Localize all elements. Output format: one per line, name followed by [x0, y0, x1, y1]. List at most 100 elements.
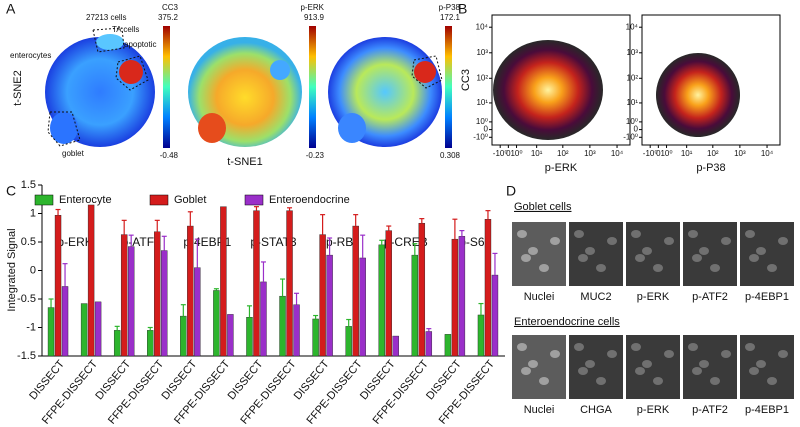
- micrograph-label: MUC2: [580, 291, 611, 303]
- cell-spot: [745, 230, 755, 238]
- cell-spot: [596, 264, 606, 272]
- cell-spot: [710, 377, 720, 385]
- bar: [293, 304, 300, 357]
- bar: [418, 222, 426, 357]
- bar: [246, 317, 253, 357]
- cell-spot: [574, 343, 584, 351]
- y-tick-label: 10¹: [476, 98, 488, 107]
- bar: [359, 257, 366, 357]
- group-label: p-STAT3: [250, 235, 297, 249]
- bar: [80, 303, 88, 357]
- row-title: Enteroendocrine cells: [514, 316, 620, 328]
- cluster-outline: [411, 55, 443, 89]
- x-tick-label: 10¹: [531, 149, 543, 158]
- legend-label: Enteroendocrine: [269, 194, 350, 206]
- x-tick-label: -10⁰: [493, 149, 508, 158]
- cell-spot: [745, 343, 755, 351]
- axis-label: t-SNE1: [227, 156, 262, 168]
- y-tick-label: 10¹: [626, 98, 638, 107]
- density-cloud: [493, 40, 603, 140]
- panel-label: C: [6, 183, 16, 199]
- tsne-cluster: [414, 61, 436, 83]
- bar: [458, 236, 466, 357]
- colorbar-min: -0.23: [306, 151, 325, 160]
- cell-spot: [767, 264, 777, 272]
- bar: [227, 314, 234, 357]
- cell-spot: [778, 350, 788, 358]
- cell-spot: [749, 367, 759, 375]
- cell-spot: [631, 343, 641, 351]
- cell-spot: [521, 254, 531, 262]
- bar: [491, 274, 499, 357]
- row-title: Goblet cells: [514, 201, 572, 213]
- bar: [61, 286, 69, 357]
- micrograph-label: Nuclei: [524, 404, 555, 416]
- cell-spot: [635, 254, 645, 262]
- x-tick-label: 0: [506, 149, 511, 158]
- bar: [385, 230, 392, 357]
- y-tick-label: 0: [30, 264, 36, 276]
- bar: [352, 225, 359, 357]
- y-tick-label: -1: [26, 321, 36, 333]
- cell-spot: [699, 360, 709, 368]
- x-tick-label: 10⁰: [660, 149, 672, 158]
- legend-label: Enterocyte: [59, 194, 112, 206]
- bar: [378, 244, 385, 357]
- tsne-cluster: [96, 34, 124, 50]
- annotation: goblet: [62, 149, 85, 158]
- bar: [220, 206, 227, 357]
- cell-spot: [721, 350, 731, 358]
- bar: [187, 225, 194, 357]
- x-tick-label: 10³: [734, 149, 746, 158]
- cell-spot: [692, 367, 702, 375]
- cluster-outline: [47, 111, 81, 147]
- density-clouds: [493, 40, 740, 140]
- micrograph-label: p-4EBP1: [745, 291, 789, 303]
- micrograph-label: p-4EBP1: [745, 404, 789, 416]
- bar: [425, 331, 433, 357]
- bar: [161, 250, 168, 357]
- annotation: enterocytes: [10, 51, 51, 60]
- colorbar-title: p-ERK: [300, 3, 324, 12]
- tsne-cluster: [198, 113, 226, 143]
- y-axis-label: CC3: [460, 69, 472, 91]
- y-tick-label: 10⁴: [476, 22, 489, 31]
- colorbar: [163, 26, 170, 148]
- y-tick-label: 10⁴: [626, 22, 639, 31]
- bar: [477, 314, 485, 357]
- cell-spot: [585, 360, 595, 368]
- tsne-cluster: [338, 113, 366, 143]
- y-tick-label: 10³: [476, 48, 488, 57]
- annotation: 27213 cells: [86, 13, 126, 22]
- cell-spot: [749, 254, 759, 262]
- bar: [120, 234, 128, 357]
- cell-spot: [664, 350, 674, 358]
- cluster-outline: [115, 55, 149, 91]
- cell-spot: [756, 360, 766, 368]
- micrograph-label: CHGA: [580, 404, 612, 416]
- cell-spot: [550, 350, 560, 358]
- cell-spot: [635, 367, 645, 375]
- x-tick-label: 10⁰: [510, 149, 522, 158]
- x-tick-label: 10⁴: [611, 149, 624, 158]
- y-tick-label: 0: [484, 125, 489, 134]
- tsne-cluster: [50, 112, 78, 144]
- group-label: p-CREB: [384, 235, 428, 249]
- y-tick-label: -0.5: [17, 293, 36, 305]
- cell-spot: [699, 247, 709, 255]
- bar: [253, 210, 260, 357]
- bar: [154, 231, 161, 357]
- y-tick-label: 0.5: [21, 236, 36, 248]
- cell-spot: [539, 377, 549, 385]
- bar: [113, 330, 121, 357]
- colorbar: [445, 26, 452, 148]
- bar: [180, 315, 187, 357]
- cell-spot: [574, 230, 584, 238]
- bar: [411, 254, 419, 357]
- micrograph-label: p-ATF2: [692, 404, 728, 416]
- x-tick-label: -10⁰: [643, 149, 658, 158]
- micrograph-label: p-ATF2: [692, 291, 728, 303]
- cell-spot: [578, 254, 588, 262]
- cell-spot: [596, 377, 606, 385]
